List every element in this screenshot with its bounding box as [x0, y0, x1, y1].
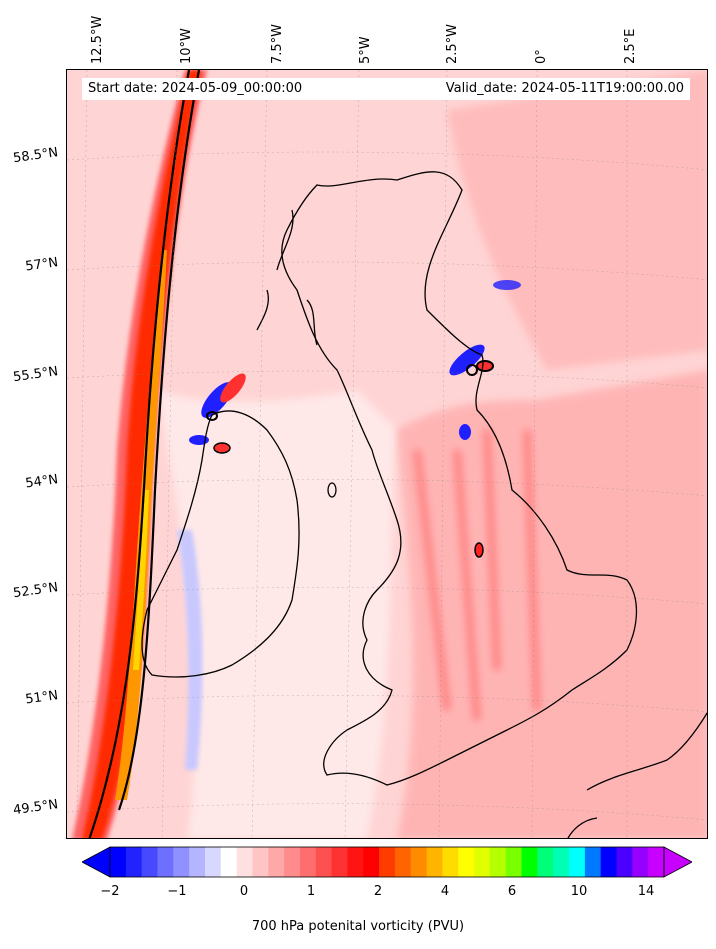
colorbar-segment [442, 847, 459, 877]
field-high-streaks [413, 429, 541, 721]
lat-label-54n: 54°N [24, 472, 60, 492]
colorbar-segment [189, 847, 206, 877]
colorbar-segment [474, 847, 491, 877]
colorbar-segment [648, 847, 665, 877]
colorbar-segment [236, 847, 253, 877]
map-field [67, 70, 707, 838]
colorbar-segment [410, 847, 428, 877]
colorbar-segment [173, 847, 190, 877]
colorbar-segment [379, 847, 396, 877]
colorbar-segment [521, 847, 538, 877]
colorbar-segment [284, 847, 301, 877]
cb-tick-neg2: −2 [100, 884, 120, 899]
colorbar-segment [584, 847, 602, 877]
lat-label-52-5n: 52.5°N [12, 580, 60, 602]
colorbar-segment [220, 847, 238, 877]
field-ridge-peak [133, 490, 149, 670]
cb-tick-1: 1 [306, 884, 316, 899]
lon-label-12-5w: 12.5°W [90, 15, 105, 64]
cb-tick-6: 6 [507, 884, 517, 899]
lon-label-7-5w: 7.5°W [270, 23, 285, 64]
colorbar-segment [553, 847, 570, 877]
colorbar-segment [569, 847, 586, 877]
lon-label-5w: 5°W [358, 36, 373, 64]
lat-label-57n: 57°N [24, 255, 60, 275]
colorbar-segment [489, 847, 507, 877]
coastlines [141, 171, 707, 838]
cb-tick-0: 0 [239, 884, 249, 899]
colorbar-segment [268, 847, 285, 877]
cb-tick-14: 14 [637, 884, 655, 899]
colorbar-segment [616, 847, 633, 877]
colorbar-segment [632, 847, 649, 877]
lat-label-51n: 51°N [24, 688, 60, 708]
colorbar-segment [204, 847, 222, 877]
valid-date: Valid_date: 2024-05-11T19:00:00.00 [445, 81, 684, 96]
cb-tick-neg1: −1 [167, 884, 187, 899]
ridge-contour-west [88, 70, 191, 838]
colorbar-segment [458, 847, 475, 877]
coast-isle-of-man [327, 482, 337, 498]
ridge-contour-east [117, 70, 201, 811]
coast-brittany [567, 817, 598, 838]
colorbar-segment [347, 847, 364, 877]
lat-label-55-5n: 55.5°N [12, 364, 60, 386]
colorbar-segment [110, 847, 127, 877]
coast-ireland [141, 410, 300, 678]
lon-label-2-5e: 2.5°E [623, 28, 638, 64]
colorbar-segment [363, 847, 380, 877]
field-negative-light [177, 530, 203, 770]
field-low-band [157, 390, 397, 838]
colorbar-extend-high [663, 846, 692, 878]
field-mid-northeast [447, 70, 707, 370]
cb-tick-2: 2 [373, 884, 383, 899]
colorbar-segment [331, 847, 348, 877]
dipole-west [189, 373, 246, 454]
colorbar-segment [537, 847, 554, 877]
field-ridge-red [82, 70, 201, 838]
colorbar-segment [125, 847, 143, 877]
cb-tick-4: 4 [440, 884, 450, 899]
colorbar-segment [394, 847, 412, 877]
colorbar-border [109, 846, 665, 878]
colorbar-segment [141, 847, 158, 877]
colorbar [82, 846, 692, 878]
colorbar-segment [315, 847, 333, 877]
colorbar-label: 700 hPa potenital vorticity (PVU) [251, 919, 465, 934]
coast-hebrides [256, 209, 318, 346]
coast-great-britain [281, 171, 638, 786]
colorbar-segment [157, 847, 174, 877]
field-mid-east [397, 370, 707, 838]
lon-label-10w: 10°W [179, 28, 194, 64]
cb-tick-10: 10 [570, 884, 588, 899]
start-date: Start date: 2024-05-09_00:00:00 [88, 81, 303, 96]
colorbar-extend-low [82, 846, 111, 878]
lon-label-0: 0° [534, 49, 549, 64]
colorbar-segment [299, 847, 317, 877]
coast-france [586, 712, 707, 791]
lat-label-58-5n: 58.5°N [12, 145, 60, 167]
graticule [67, 70, 707, 838]
colorbar-segment [426, 847, 443, 877]
pv-map [66, 69, 708, 839]
date-annotation: Start date: 2024-05-09_00:00:00 Valid_da… [82, 78, 690, 100]
colorbar-segment [252, 847, 269, 877]
colorbar-segment [505, 847, 523, 877]
lat-label-49-5n: 49.5°N [12, 797, 60, 819]
colorbar-segment [600, 847, 618, 877]
lon-label-2-5w: 2.5°W [445, 23, 460, 64]
